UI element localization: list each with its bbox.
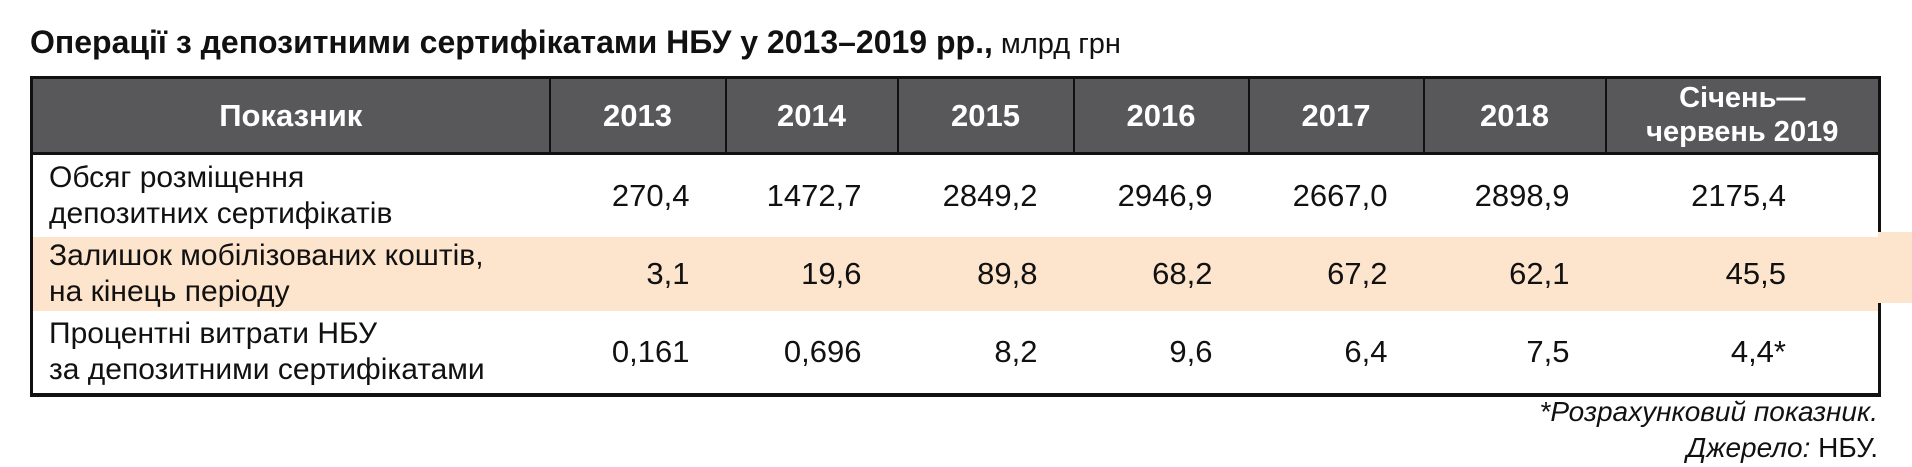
title-main: Операції з депозитними сертифікатами НБУ… xyxy=(30,24,993,60)
cell-value: 3,1 xyxy=(549,237,726,311)
source-label: Джерело: xyxy=(1686,432,1811,464)
cell-value: 4,4* xyxy=(1730,334,1786,369)
table-row-interest-expenses: Процентні витрати НБУ за депозитними сер… xyxy=(32,311,1880,395)
calculated-indicator-note: *Розрахунковий показник. xyxy=(1539,396,1878,427)
cell-value: 2946,9 xyxy=(1117,178,1213,213)
table-row-placement-volume: Обсяг розміщення депозитних сертифікатів… xyxy=(32,154,1880,238)
cell-value: 7,5 xyxy=(1526,334,1570,369)
column-header-2018: 2018 xyxy=(1422,77,1606,155)
cell-value: 6,4 xyxy=(1344,334,1388,369)
page-title: Операції з депозитними сертифікатами НБУ… xyxy=(30,24,1878,61)
cell-value: 2175,4 xyxy=(1691,178,1786,213)
cell-value: 2898,9 xyxy=(1474,178,1570,213)
cell-value: 0,161 xyxy=(611,334,690,369)
row-label: Процентні витрати НБУ за депозитними сер… xyxy=(49,317,485,386)
row-label: Залишок мобілізованих коштів, на кінець … xyxy=(31,237,550,311)
cell-value: 1472,7 xyxy=(766,178,862,213)
cell-value: 270,4 xyxy=(611,178,690,213)
cell-value: 89,8 xyxy=(897,237,1074,311)
table-row-mobilized-balance: Залишок мобілізованих коштів, на кінець … xyxy=(31,237,1880,311)
cell-value: 67,2 xyxy=(1248,237,1424,311)
cell-value: 68,2 xyxy=(1073,237,1249,311)
column-header-2013: 2013 xyxy=(548,77,726,155)
column-header-2016: 2016 xyxy=(1072,77,1249,155)
source-value: НБУ. xyxy=(1810,432,1878,464)
header-row: Показник 2013 2014 2015 2016 2017 2018 С… xyxy=(31,77,1880,155)
footnotes: *Розрахунковий показник. Джерело: НБУ. xyxy=(30,394,1878,467)
cell-value: 2849,2 xyxy=(942,178,1038,213)
cell-value: 19,6 xyxy=(725,237,898,311)
cell-value: 45,5 xyxy=(1605,237,1880,311)
column-header-indicator: Показник xyxy=(31,77,550,155)
highlight-row-bleed xyxy=(1878,232,1912,303)
title-unit: млрд грн xyxy=(992,28,1121,60)
column-header-2017: 2017 xyxy=(1247,77,1424,155)
column-header-2015: 2015 xyxy=(896,77,1074,155)
column-header-2014: 2014 xyxy=(724,77,898,155)
row-label: Обсяг розміщення депозитних сертифікатів xyxy=(49,161,393,230)
cell-value: 0,696 xyxy=(783,334,862,369)
cell-value: 8,2 xyxy=(994,334,1038,369)
column-header-jan-jun-2019: Січень— червень 2019 xyxy=(1604,77,1880,155)
data-table-container: Показник 2013 2014 2015 2016 2017 2018 С… xyxy=(30,76,1912,397)
cell-value: 62,1 xyxy=(1423,237,1606,311)
cell-value: 9,6 xyxy=(1169,334,1213,369)
deposit-certificates-table: Показник 2013 2014 2015 2016 2017 2018 С… xyxy=(30,76,1881,397)
source-note: Джерело: НБУ. xyxy=(30,430,1878,466)
cell-value: 2667,0 xyxy=(1292,178,1388,213)
